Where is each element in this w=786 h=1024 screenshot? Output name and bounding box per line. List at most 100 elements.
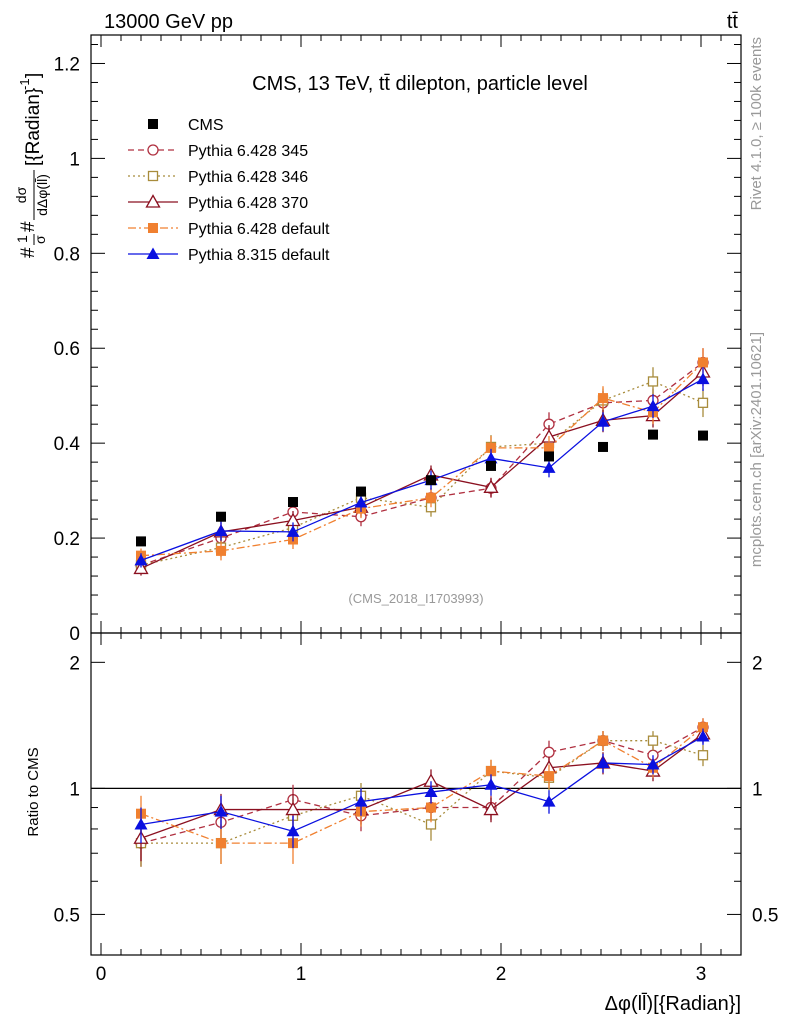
data-point-cms — [216, 511, 226, 522]
y-tick-label-ratio-left: 2 — [69, 653, 80, 674]
data-point-pythia-6-428-default-ratio — [426, 802, 436, 813]
y-tick-label-ratio-right: 1 — [752, 779, 763, 800]
data-point-pythia-8-315-default — [596, 415, 610, 427]
data-point-cms — [598, 441, 608, 452]
x-tick-label: 1 — [296, 964, 307, 985]
y-tick-label-top: 0.2 — [54, 529, 80, 550]
series-line-pythia-8-315-default — [140, 378, 704, 561]
data-point-pythia-6-428-346 — [647, 376, 659, 387]
data-point-pythia-8-315-default-ratio — [286, 824, 300, 837]
y-tick-label-top: 1.2 — [54, 54, 80, 75]
mcplots-label: mcplots.cern.ch [arXiv:2401.10621] — [748, 332, 765, 567]
y-tick-label-top: 0 — [69, 624, 80, 645]
legend: CMS Pythia 6.428 345 Pythia 6.428 346 Pythi… — [128, 117, 330, 264]
y-label-unit: [{Radian} — [23, 88, 44, 166]
y-label-hash: # — [18, 221, 39, 232]
y-tick-label-top: 1 — [69, 149, 80, 170]
series-line-pythia-6-428-default-ratio — [140, 726, 704, 844]
series-line-pythia-6-428-default — [140, 362, 704, 557]
data-point-pythia-8-315-default-ratio — [354, 795, 368, 807]
data-point-pythia-8-315-default-ratio — [696, 730, 710, 742]
series-line-pythia-6-428-370-ratio — [140, 733, 704, 839]
legend-label-pythia-6-428-345: Pythia 6.428 345 — [188, 143, 308, 160]
data-point-pythia-6-428-default-ratio — [544, 771, 554, 782]
y-label-sigma: σ — [32, 235, 48, 244]
data-point-cms — [356, 486, 366, 497]
data-point-pythia-6-428-346-ratio — [647, 735, 659, 746]
series-line-pythia-6-428-346 — [140, 380, 704, 566]
legend-label-pythia-6-428-default: Pythia 6.428 default — [188, 221, 330, 238]
data-point-pythia-8-315-default-ratio — [214, 805, 228, 817]
y-tick-label-top: 0.6 — [54, 339, 80, 360]
y-label-denominator: dΔφ(ll̄) — [34, 174, 50, 216]
data-point-pythia-6-428-default-ratio — [698, 722, 708, 733]
data-point-pythia-8-315-default — [646, 399, 660, 412]
data-point-pythia-8-315-default — [696, 372, 710, 385]
legend-label-cms: CMS — [188, 117, 224, 134]
y-label-numerator: dσ — [13, 186, 29, 203]
data-point-pythia-8-315-default-ratio — [646, 758, 660, 770]
data-point-cms — [426, 475, 436, 486]
y-label-prefix: # — [18, 247, 39, 258]
axes: 0 1 2 3 0 0.2 0.4 0.6 0.8 1 1.2 0.5 0.5 1 1 2 2 — [54, 35, 778, 985]
analysis-watermark: (CMS_2018_I1703993) — [348, 591, 483, 606]
legend-marker-cms — [148, 119, 158, 129]
header-energy-label: 13000 GeV pp — [104, 11, 233, 33]
data-point-pythia-6-428-default — [216, 545, 226, 556]
chart-title: CMS, 13 TeV, tt̄ dilepton, particle leve… — [252, 73, 588, 95]
data-point-pythia-6-428-370-ratio — [483, 801, 499, 816]
data-point-pythia-6-428-346 — [697, 397, 709, 408]
data-point-pythia-6-428-default-ratio — [486, 766, 496, 777]
y-tick-label-top: 0.8 — [54, 244, 80, 265]
y-tick-label-ratio-left: 1 — [69, 779, 80, 800]
data-point-pythia-6-428-default — [426, 492, 436, 503]
series-line-pythia-8-315-default-ratio — [140, 735, 704, 832]
data-point-cms — [648, 429, 658, 440]
legend-label-pythia-6-428-370: Pythia 6.428 370 — [188, 195, 308, 212]
data-point-cms — [136, 536, 146, 547]
data-point-pythia-8-315-default-ratio — [424, 785, 438, 798]
main-series-group — [133, 348, 711, 576]
legend-marker-pythia-6-428-370 — [145, 194, 161, 208]
data-point-pythia-6-428-370-ratio — [285, 801, 301, 816]
data-point-pythia-8-315-default — [134, 553, 148, 566]
data-point-cms — [544, 451, 554, 462]
x-tick-label: 2 — [496, 964, 507, 985]
data-point-pythia-6-428-370 — [483, 479, 499, 493]
x-tick-label: 3 — [696, 964, 707, 985]
data-point-pythia-8-315-default-ratio — [134, 817, 148, 830]
data-point-pythia-6-428-default — [486, 442, 496, 453]
data-point-pythia-8-315-default — [286, 525, 300, 537]
ratio-plot-frame — [90, 632, 742, 956]
legend-label-pythia-6-428-346: Pythia 6.428 346 — [188, 169, 308, 186]
data-point-pythia-6-428-default — [598, 393, 608, 404]
data-point-pythia-6-428-345-ratio — [543, 746, 555, 758]
y-label-exponent: -1 — [17, 78, 32, 90]
legend-marker-pythia-6-428-345 — [147, 144, 159, 156]
series-line-pythia-6-428-345 — [140, 361, 704, 566]
y-axis-label-top: # 1 σ # dσ dΔφ(ll̄) [{Radian} -1 ] — [13, 73, 50, 258]
legend-marker-pythia-6-428-346 — [147, 170, 159, 182]
y-label-one: 1 — [14, 235, 30, 243]
data-point-pythia-8-315-default — [484, 451, 498, 464]
rivet-version-label: Rivet 4.1.0, ≥ 100k events — [748, 37, 765, 210]
legend-marker-pythia-6-428-default — [148, 223, 158, 233]
data-point-pythia-6-428-default-ratio — [216, 838, 226, 849]
y-tick-label-ratio-right: 2 — [752, 653, 763, 674]
data-point-pythia-6-428-370 — [133, 560, 149, 575]
data-point-cms — [698, 430, 708, 441]
series-line-pythia-6-428-370 — [140, 371, 704, 570]
ratio-series-group — [133, 718, 711, 867]
data-point-pythia-6-428-default — [698, 357, 708, 368]
data-point-pythia-8-315-default — [542, 461, 556, 473]
x-tick-label: 0 — [96, 964, 107, 985]
data-point-cms — [486, 460, 496, 471]
y-tick-label-ratio-right: 0.5 — [752, 905, 778, 926]
x-axis-label: Δφ(ll̄)[{Radian}] — [605, 992, 741, 1015]
data-point-pythia-8-315-default — [214, 524, 228, 536]
legend-marker-pythia-8-315-default — [146, 247, 160, 259]
header-process-label: tt̄ — [727, 11, 739, 33]
data-point-pythia-6-428-default-ratio — [598, 735, 608, 746]
data-point-pythia-6-428-346-ratio — [697, 750, 709, 761]
